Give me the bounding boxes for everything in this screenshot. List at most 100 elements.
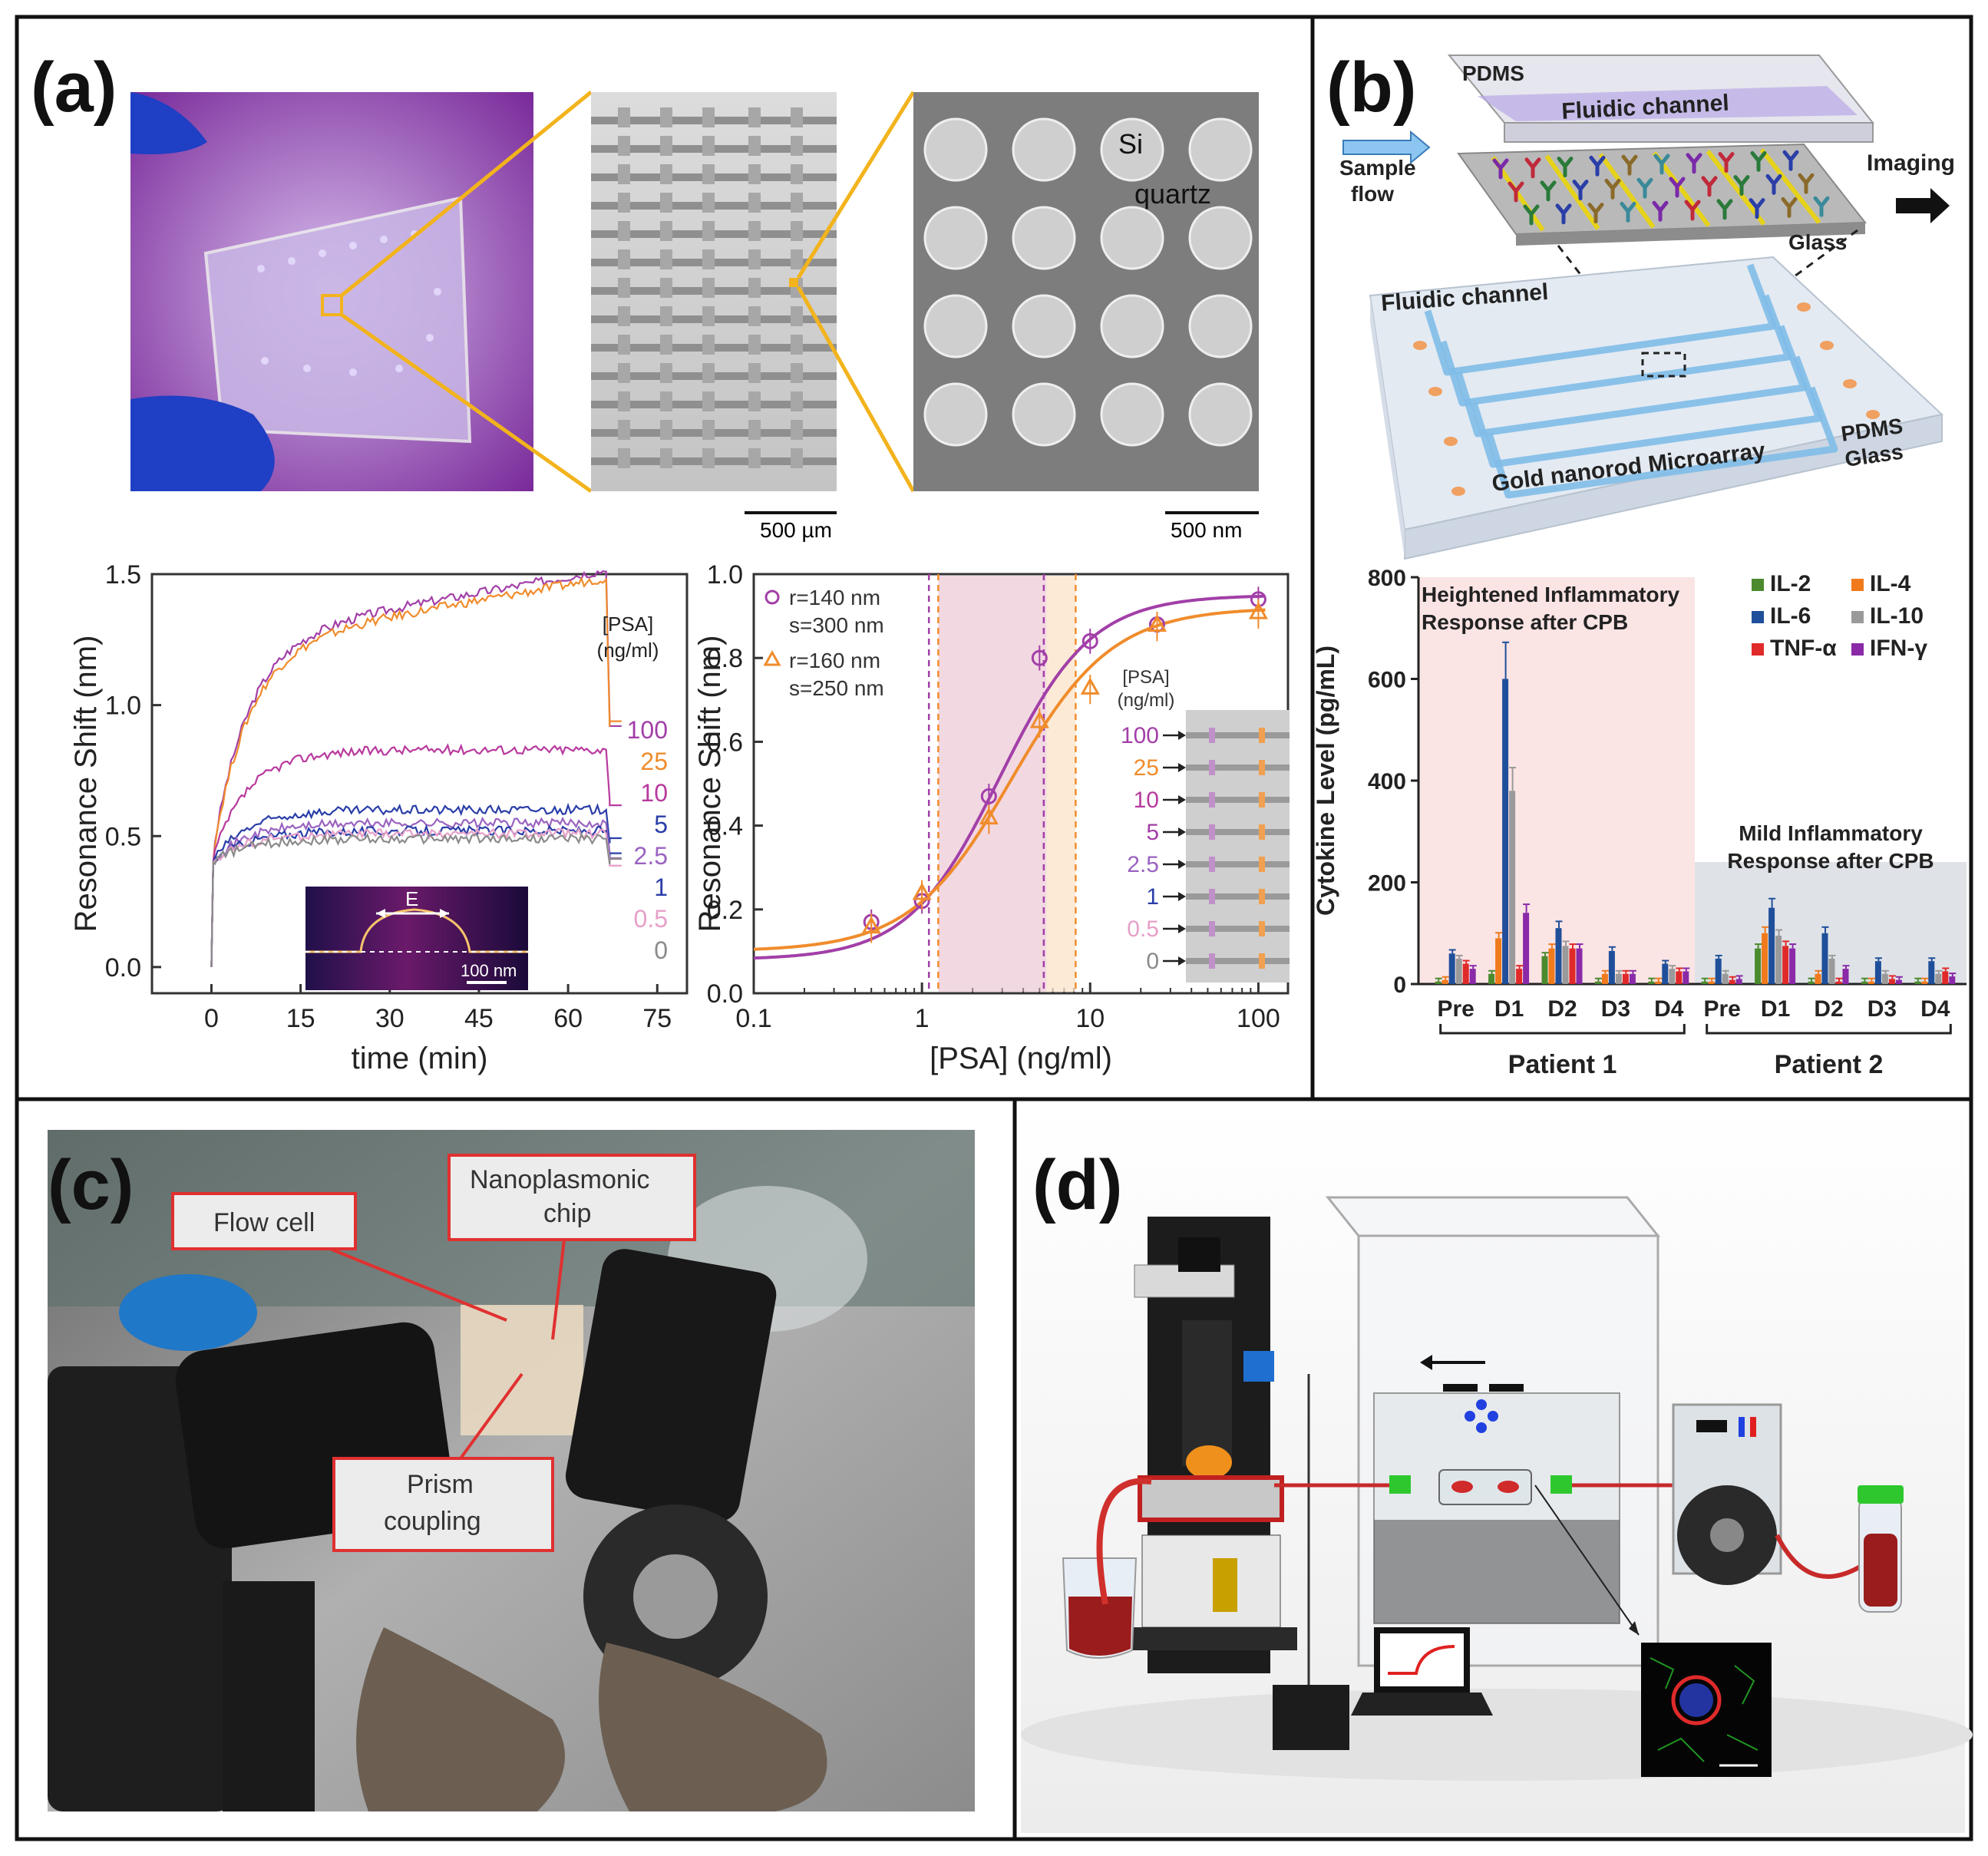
dose-inset-image	[1186, 710, 1290, 982]
dose-inset-mark	[1259, 953, 1265, 969]
antibody-icon	[1718, 152, 1735, 173]
dose-inset-level: 1	[1146, 884, 1159, 910]
micro-pad	[702, 193, 715, 213]
micro-pad	[660, 107, 672, 127]
cytokine-bar	[1594, 981, 1601, 984]
cytokine-bar	[1949, 976, 1956, 984]
cytokine-x-tick-label: D2	[1547, 996, 1577, 1022]
cytokine-bar	[1435, 981, 1441, 984]
antibody-icon	[1604, 178, 1621, 200]
antibody-icon	[1653, 154, 1670, 175]
dose-inset-mark	[1259, 889, 1265, 904]
cytokine-bar	[1462, 963, 1469, 984]
antibody-icon	[1589, 155, 1606, 177]
heightened-annotation: Response after CPB	[1422, 610, 1628, 634]
dose-inset-stripe	[1186, 797, 1290, 803]
panel-d-border	[1012, 1097, 1973, 1841]
kinetics-series-line	[210, 831, 622, 967]
cytokine-bar	[1509, 791, 1516, 984]
cytokine-legend-swatch	[1752, 643, 1764, 656]
micro-pad	[748, 391, 761, 411]
kinetics-legend-entry: 0	[654, 936, 668, 964]
dose-y-tick-label: 0.6	[707, 728, 743, 757]
micro-pad	[791, 107, 803, 127]
dose-inset-mark	[1259, 921, 1265, 936]
kinetics-legend-unit: (ng/ml)	[597, 639, 659, 662]
cytokine-bar	[1708, 981, 1715, 984]
micro-pad	[618, 193, 630, 213]
antibody-icon	[1523, 204, 1540, 226]
cytokine-legend-label: IL-2	[1770, 571, 1811, 596]
antibody-icon	[1621, 154, 1638, 176]
cytokine-y-tick-label: 800	[1368, 566, 1406, 591]
inlet-dot	[1820, 341, 1834, 350]
cytokine-chart: Heightened Inflammatory Response after CP…	[1312, 566, 1967, 1079]
antibody-icon	[1587, 203, 1604, 224]
dose-point-triangle	[861, 916, 881, 934]
dose-point-circle	[1082, 632, 1098, 649]
sem-si-label: Si	[1118, 128, 1143, 160]
dose-inset-level: 100	[1121, 723, 1159, 748]
micro-pad	[618, 420, 630, 440]
micro-pad	[791, 335, 803, 355]
antibody-icon	[1636, 177, 1653, 199]
sem-image: Si quartz	[913, 92, 1259, 491]
fluidic-channel	[1439, 294, 1792, 407]
micro-pad	[618, 249, 630, 269]
fluidic-channel	[1455, 325, 1808, 438]
antibody-icon	[1557, 157, 1574, 178]
dose-inset-stripe	[1186, 893, 1290, 900]
micro-pad	[660, 420, 672, 440]
cytokine-bar	[1448, 953, 1455, 984]
nanorod-stripe	[1598, 153, 1656, 229]
cytokine-bar	[1782, 946, 1789, 984]
panel-a-label: (a)	[31, 48, 117, 127]
micro-pad	[660, 335, 672, 355]
antibody-icon	[1782, 150, 1799, 171]
sem-disk	[923, 294, 988, 358]
kinetics-legend-entry: 100	[627, 716, 668, 744]
dose-inset-mark	[1259, 760, 1265, 775]
cytokine-legend-label: IL-4	[1870, 571, 1911, 596]
glass-top-label: Glass	[1788, 230, 1847, 254]
micro-pad	[748, 278, 761, 298]
micro-pad	[748, 107, 761, 127]
device-schematic: PDMS Fluidic channel Glass Sample flow I…	[1339, 54, 1955, 560]
sem-disk	[1012, 117, 1076, 182]
cytokine-bar	[1455, 958, 1462, 984]
patient-group-bracket	[1439, 1024, 1686, 1035]
dose-inset-mark	[1209, 728, 1215, 743]
inset-scale-label: 100 nm	[461, 961, 517, 980]
kinetics-x-tick-label: 30	[375, 1004, 405, 1033]
cytokine-bar	[1541, 956, 1548, 984]
dose-legend-label: r=140 nm	[789, 586, 880, 609]
cytokine-bar	[1676, 971, 1683, 984]
cytokine-bar	[1928, 961, 1935, 984]
micro-pad	[618, 306, 630, 326]
callout-prism-coupling: Prism coupling	[332, 1372, 554, 1552]
cytokine-bar	[1629, 973, 1636, 984]
dose-y-tick-label: 0.2	[707, 896, 743, 925]
sem-disk	[1100, 117, 1164, 182]
micro-pad	[618, 278, 630, 298]
dose-inset-mark	[1259, 792, 1265, 807]
micro-pad	[618, 335, 630, 355]
cytokine-legend-swatch	[1851, 579, 1864, 591]
micro-pad	[660, 306, 672, 326]
antibody-icon	[1540, 180, 1557, 202]
micro-pad	[748, 136, 761, 156]
dose-inset-arrowhead	[1178, 956, 1186, 966]
dose-fit-curve	[753, 608, 1266, 951]
micro-pad	[702, 363, 715, 383]
scale-bar-nano-label: 500 nm	[1171, 518, 1242, 542]
dose-inset-mark	[1209, 921, 1215, 936]
cytokine-legend-label: IL-6	[1770, 603, 1811, 629]
cytokine-bar	[1516, 969, 1523, 984]
cytokine-bar	[1715, 958, 1722, 984]
dose-inset-level: 0	[1146, 949, 1159, 974]
imaging-arrow-icon	[1896, 188, 1950, 223]
micro-pad	[660, 391, 672, 411]
dose-y-tick-label: 0.0	[707, 979, 743, 1009]
cytokine-bar	[1768, 907, 1775, 984]
